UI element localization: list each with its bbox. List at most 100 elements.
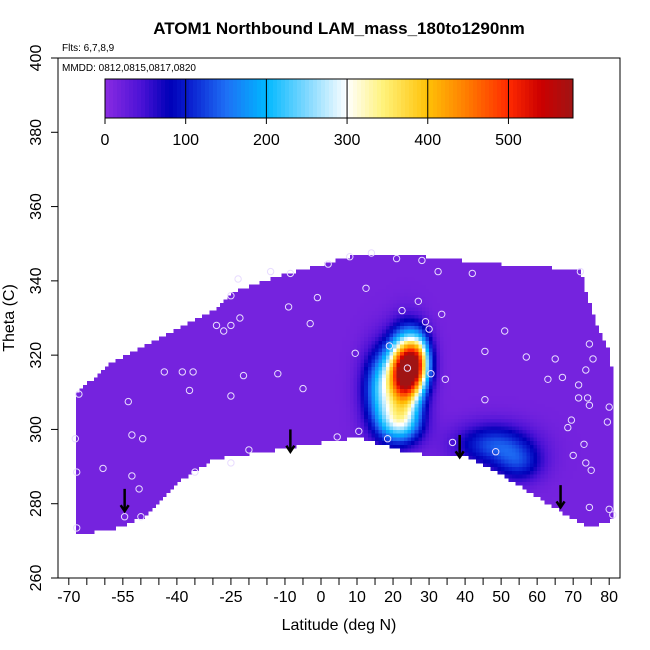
heatmap-cell — [447, 284, 452, 289]
heatmap-cell — [133, 366, 138, 371]
heatmap-cell — [263, 332, 268, 338]
heatmap-cell — [166, 388, 171, 393]
heatmap-cell — [382, 336, 387, 341]
heatmap-cell — [393, 258, 398, 263]
heatmap-cell — [83, 500, 88, 505]
heatmap-cell — [339, 347, 344, 353]
heatmap-cell — [256, 370, 261, 375]
heatmap-cell — [245, 321, 250, 327]
heatmap-cell — [403, 284, 409, 289]
heatmap-cell — [331, 399, 336, 405]
heatmap-cell — [144, 429, 149, 434]
heatmap-cell — [94, 414, 99, 419]
heatmap-cell — [184, 462, 189, 468]
heatmap-cell — [439, 418, 445, 423]
heatmap-cell — [306, 340, 311, 345]
heatmap-cell — [306, 299, 311, 304]
heatmap-cell — [385, 280, 391, 286]
heatmap-cell — [151, 370, 156, 375]
heatmap-cell — [403, 399, 409, 405]
heatmap-cell — [439, 280, 445, 286]
heatmap-cell — [295, 310, 300, 315]
heatmap-cell — [259, 314, 264, 319]
heatmap-cell — [184, 433, 189, 438]
heatmap-cell — [126, 448, 131, 453]
heatmap-cell — [220, 314, 225, 319]
heatmap-cell — [223, 384, 228, 390]
heatmap-cell — [403, 414, 409, 419]
heatmap-cell — [173, 429, 178, 434]
heatmap-cell — [439, 433, 445, 438]
heatmap-cell — [115, 477, 120, 483]
heatmap-cell — [166, 410, 171, 416]
heatmap-cell — [256, 403, 261, 408]
heatmap-cell — [339, 277, 344, 282]
heatmap-cell — [104, 384, 110, 390]
heatmap-cell — [119, 477, 124, 483]
heatmap-cell — [270, 344, 275, 349]
heatmap-cell — [119, 481, 124, 486]
heatmap-cell — [263, 310, 268, 315]
heatmap-cell — [133, 488, 138, 494]
heatmap-cell — [393, 321, 398, 327]
heatmap-cell — [212, 358, 218, 364]
heatmap-cell — [90, 384, 95, 390]
heatmap-cell — [112, 425, 117, 431]
heatmap-cell — [79, 470, 84, 475]
heatmap-cell — [86, 444, 92, 449]
heatmap-cell — [194, 425, 200, 431]
heatmap-cell — [101, 503, 106, 509]
heatmap-cell — [266, 366, 272, 371]
heatmap-cell — [245, 384, 250, 390]
heatmap-cell — [151, 388, 156, 393]
heatmap-cell — [223, 422, 228, 427]
heatmap-cell — [396, 344, 401, 349]
heatmap-cell — [342, 329, 347, 334]
heatmap-cell — [295, 325, 300, 330]
heatmap-cell — [407, 292, 412, 297]
heatmap-cell — [382, 303, 387, 308]
heatmap-cell — [418, 262, 423, 267]
heatmap-cell — [223, 403, 228, 408]
heatmap-cell — [396, 277, 401, 282]
heatmap-cell — [389, 273, 394, 278]
heatmap-cell — [187, 429, 192, 434]
heatmap-cell — [151, 451, 156, 457]
heatmap-cell — [122, 414, 128, 419]
heatmap-cell — [130, 384, 135, 390]
heatmap-cell — [238, 429, 243, 434]
heatmap-cell — [241, 288, 246, 293]
heatmap-cell — [148, 384, 153, 390]
heatmap-cell — [443, 433, 448, 438]
heatmap-cell — [274, 414, 279, 419]
heatmap-cell — [324, 314, 329, 319]
heatmap-cell — [346, 418, 351, 423]
heatmap-cell — [382, 370, 387, 375]
heatmap-cell — [299, 269, 304, 275]
heatmap-cell — [101, 492, 106, 497]
heatmap-cell — [94, 477, 99, 483]
heatmap-cell — [133, 444, 138, 449]
heatmap-cell — [191, 325, 196, 330]
heatmap-cell — [76, 429, 81, 434]
heatmap-cell — [360, 355, 365, 360]
heatmap-cell — [313, 425, 318, 431]
heatmap-cell — [259, 358, 264, 364]
heatmap-cell — [353, 318, 358, 323]
heatmap-cell — [248, 399, 254, 405]
heatmap-cell — [324, 418, 329, 423]
heatmap-cell — [76, 410, 81, 416]
heatmap-cell — [137, 362, 142, 367]
heatmap-cell — [270, 436, 275, 442]
heatmap-cell — [407, 381, 412, 386]
heatmap-cell — [137, 392, 142, 397]
heatmap-cell — [414, 433, 419, 438]
heatmap-cell — [396, 392, 401, 397]
heatmap-cell — [421, 351, 427, 356]
heatmap-cell — [187, 466, 192, 471]
heatmap-cell — [220, 418, 225, 423]
heatmap-cell — [245, 381, 250, 386]
heatmap-cell — [317, 351, 322, 356]
heatmap-cell — [166, 347, 171, 353]
heatmap-cell — [194, 340, 200, 345]
